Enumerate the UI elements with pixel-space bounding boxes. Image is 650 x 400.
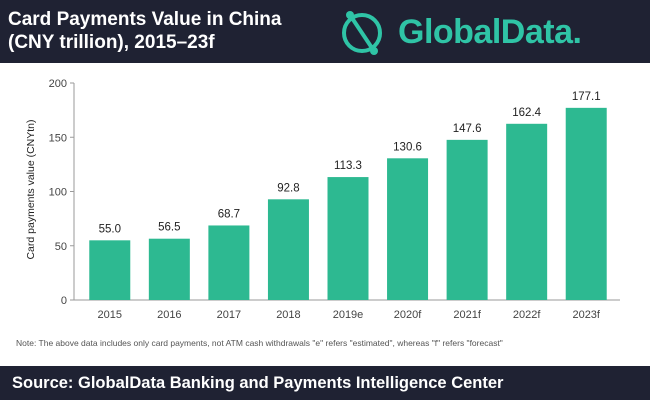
bar-value-label: 162.4 — [512, 107, 541, 119]
bar-value-label: 177.1 — [572, 91, 601, 103]
bar — [208, 225, 250, 300]
chart-note: Note: The above data includes only card … — [16, 338, 503, 348]
y-tick-label: 150 — [49, 132, 67, 144]
x-tick-label: 2021f — [453, 309, 481, 321]
bar — [89, 240, 131, 300]
bar-value-label: 130.6 — [393, 141, 422, 153]
x-tick-label: 2019e — [333, 309, 364, 321]
bar — [506, 123, 548, 300]
x-tick-label: 2020f — [394, 309, 422, 321]
bar-chart: 0 50 100 150 200 Card payments value (CNYtn) 5… — [25, 78, 620, 321]
y-tick-label: 50 — [55, 241, 67, 253]
bar-value-label: 92.8 — [277, 182, 299, 194]
source-text: Source: GlobalData Banking and Payments … — [12, 374, 504, 392]
header-bar: Card Payments Value in China (CNY trilli… — [0, 0, 650, 63]
bar — [148, 238, 190, 300]
bar-value-label: 56.5 — [158, 222, 180, 234]
y-tick-label: 100 — [49, 187, 67, 199]
x-tick-label: 2016 — [157, 309, 181, 321]
x-tick-label: 2017 — [217, 309, 241, 321]
bar — [446, 139, 488, 300]
x-tick-label: 2023f — [572, 309, 600, 321]
x-tick-label: 2018 — [276, 309, 300, 321]
bar — [387, 158, 429, 300]
chart-title: Card Payments Value in China (CNY trilli… — [8, 8, 338, 54]
x-tick-label: 2022f — [513, 309, 541, 321]
bar — [565, 107, 607, 300]
bar — [327, 177, 369, 300]
y-tick-label: 200 — [49, 78, 67, 90]
chart-title-line1: Card Payments Value in China — [8, 9, 282, 30]
bar-value-label: 55.0 — [99, 223, 121, 235]
globaldata-logo: GlobalData. — [336, 7, 641, 57]
footer-bar: Source: GlobalData Banking and Payments … — [0, 366, 650, 400]
globaldata-logo-icon — [342, 11, 382, 55]
y-tick-label: 0 — [61, 295, 67, 307]
bar-value-label: 147.6 — [453, 123, 482, 135]
bar-value-label: 68.7 — [218, 208, 240, 220]
bar-value-label: 113.3 — [334, 160, 362, 172]
bar — [267, 199, 309, 300]
globaldata-logo-text: GlobalData. — [398, 13, 582, 51]
chart-title-line2: (CNY trillion), 2015–23f — [8, 32, 215, 53]
y-axis-title: Card payments value (CNYtn) — [25, 119, 37, 259]
x-tick-label: 2015 — [98, 309, 122, 321]
